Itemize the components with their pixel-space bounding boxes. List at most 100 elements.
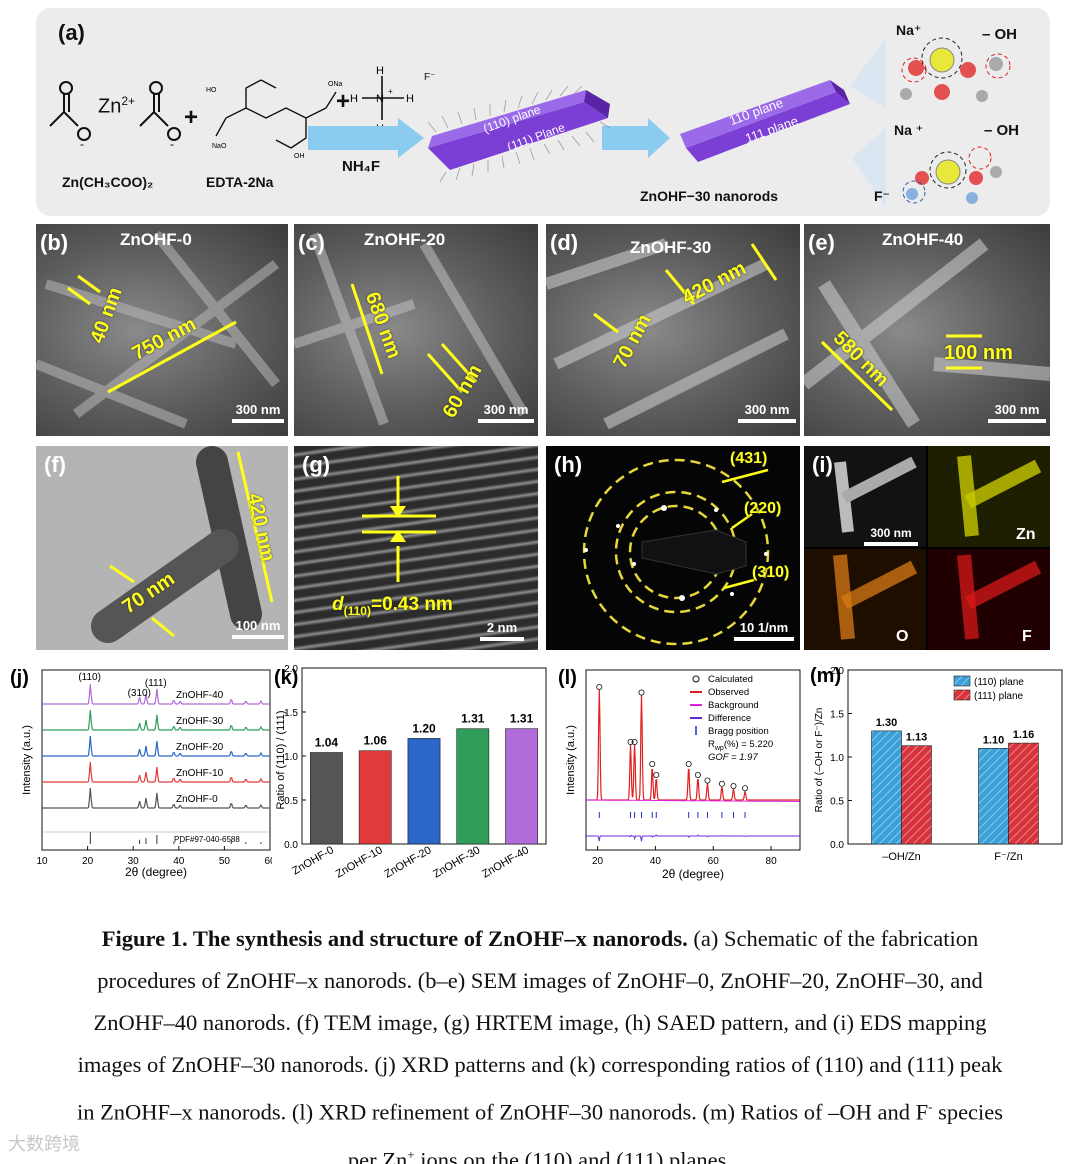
ring-label-220: (220) — [744, 500, 782, 517]
peak-label-111: (111) — [145, 678, 167, 689]
x-tick-label-l: 80 — [766, 856, 778, 867]
crystal-model-top — [850, 37, 1011, 108]
eds-f-label: F — [1022, 628, 1032, 645]
crystal-model-bottom — [852, 128, 1002, 208]
xrd-series-line — [42, 735, 270, 757]
legend-swatch-m — [953, 689, 971, 701]
zn-ion: Zn2+ — [98, 94, 136, 118]
calculated-point — [685, 761, 692, 768]
ammonium-structure — [362, 76, 404, 120]
y-tick-label-k: 1.5 — [284, 708, 298, 719]
legend-label-l: Calculated — [708, 674, 753, 685]
y-axis-label-m: Ratio of (–OH or F⁻)/Zn — [814, 708, 825, 813]
svg-text:H: H — [406, 93, 414, 105]
y-tick-label-m: 0.5 — [830, 797, 844, 808]
bar-k — [358, 750, 392, 845]
calculated-point — [638, 689, 645, 696]
bar-k — [456, 728, 490, 845]
eds-o-label: O — [896, 628, 909, 645]
sem-title-c: ZnOHF-20 — [364, 230, 446, 249]
figure-caption: Figure 1. The synthesis and structure of… — [0, 918, 1080, 1164]
sem-image-b: (b) ZnOHF-0 40 nm 750 nm 300 nm — [36, 224, 288, 436]
caption-line-1: (a) Schematic of the fabrication — [687, 926, 979, 951]
smooth-nanorod — [680, 80, 850, 162]
panel-label-c: (c) — [298, 230, 325, 255]
calculated-point — [596, 683, 603, 690]
panel-label-g: (g) — [302, 452, 331, 477]
rwp-label: Rwp(%) = 5.220 — [708, 739, 773, 752]
caption-line-3: ZnOHF–40 nanorods. (f) TEM image, (g) HR… — [93, 1010, 987, 1035]
svg-text:-: - — [80, 137, 84, 151]
calculated-point — [718, 780, 725, 787]
xrd-series-label: ZnOHF-0 — [176, 794, 218, 805]
caption-title: Figure 1. The synthesis and structure of… — [101, 926, 688, 951]
plot-frame-j — [41, 669, 271, 851]
bar-value-label-k: 1.31 — [461, 712, 485, 726]
y-tick-label-k: 0.5 — [284, 796, 298, 807]
ratio-plot-k: (k)0.00.51.01.52.01.04ZnOHF-01.06ZnOHF-1… — [274, 664, 547, 881]
sem-image-c: (c) ZnOHF-20 680 nm 60 nm 300 nm — [294, 224, 538, 436]
scale-bar-b: 300 nm — [232, 402, 284, 423]
eds-haadf-tile — [804, 446, 926, 547]
category-label-k: ZnOHF-20 — [382, 844, 433, 880]
category-label-k: ZnOHF-10 — [334, 844, 385, 880]
eds-o-tile — [804, 549, 926, 650]
ratio-chart-k: (k) 0.0 0.5 1.0 1.5 2.0 1.04 ZnOHF-0 1.06 ZnOHF-1… — [272, 660, 554, 896]
x-tick-label-j: 20 — [82, 856, 94, 867]
bar-value-label-k: 1.04 — [315, 735, 339, 749]
xrd-plot-j: (j) ZnOHF-40 ZnOHF-30 ZnOHF-20 ZnOHF-10 ZnOHF… — [10, 667, 276, 879]
calculated-point — [631, 738, 638, 745]
arrow-1 — [308, 118, 424, 158]
refinement-chart-l: (l) Calculated Observed Background Differenc… — [556, 660, 808, 890]
bar-m — [901, 745, 932, 845]
ratio-chart-m: (m) 0.0 0.5 1.0 1.5 2.0 1.30 1.13 –OH/Zn 1.10 1.16… — [808, 660, 1070, 890]
panel-label-m: (m) — [810, 665, 841, 687]
eds-zn-tile — [928, 446, 1050, 547]
calculated-point — [694, 772, 701, 779]
background-line — [586, 799, 800, 802]
edta-structure — [215, 79, 337, 149]
category-label-k: ZnOHF-30 — [431, 844, 482, 880]
x-tick-label-j: 10 — [36, 856, 48, 867]
bar-m — [978, 748, 1009, 845]
xrd-series-line — [42, 683, 270, 705]
ring-label-310: (310) — [752, 564, 790, 581]
calculated-point — [730, 783, 737, 790]
d-spacing-label: d(110)=0.43 nm — [332, 594, 453, 618]
svg-text:ONa: ONa — [328, 81, 343, 88]
hydroxyl-label: – OH — [982, 26, 1018, 43]
legend-label-m: (111) plane — [974, 691, 1024, 702]
x-tick-label-l: 40 — [650, 856, 662, 867]
edta-label: EDTA-2Na — [206, 174, 274, 190]
gof-label: GOF = 1.97 — [708, 752, 758, 763]
sem-title-b: ZnOHF-0 — [120, 230, 192, 249]
peak-label-110: (110) — [78, 672, 101, 683]
eds-f-tile — [928, 549, 1050, 650]
y-tick-label-m: 1.5 — [830, 710, 844, 721]
xrd-series-line — [42, 787, 270, 809]
y-tick-label-m: 2.0 — [830, 666, 844, 677]
bar-k — [505, 728, 539, 845]
x-tick-label-j: 50 — [219, 856, 231, 867]
x-tick-label-l: 20 — [592, 856, 604, 867]
scale-bar-f: 100 nm — [232, 618, 284, 639]
sem-title-d: ZnOHF-30 — [630, 238, 712, 257]
tem-image-f: (f) 420 nm 70 nm 100 nm — [36, 446, 288, 650]
difference-line — [586, 834, 800, 842]
panel-label-i: (i) — [812, 452, 833, 477]
ring-label-431: (431) — [730, 450, 768, 467]
xrd-series-label: ZnOHF-10 — [176, 768, 224, 779]
y-tick-label-m: 1.0 — [830, 753, 844, 764]
plus-sign-1: + — [184, 104, 199, 131]
panel-label-j: (j) — [10, 667, 29, 689]
bar-value-label-m: 1.16 — [1013, 729, 1034, 741]
legend-label-l: Background — [708, 700, 759, 711]
refinement-plot-l: (l) Calculated Observed Background Differenc… — [558, 667, 801, 881]
nh4f-label: NH₄F — [342, 158, 380, 175]
category-label-k: ZnOHF-40 — [480, 844, 531, 880]
caption-line-4: images of ZnOHF–30 nanorods. (j) XRD pat… — [77, 1052, 1003, 1077]
plus-sign-2: + — [336, 88, 351, 115]
panel-label-e: (e) — [808, 230, 835, 255]
fluoride-label: F⁻ — [874, 188, 890, 204]
legend-label-m: (110) plane — [974, 677, 1024, 688]
